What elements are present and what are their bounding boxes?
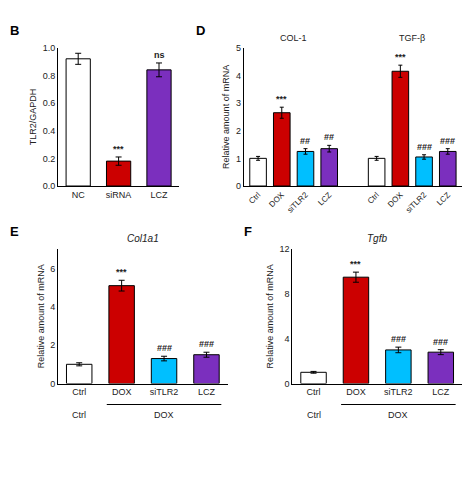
svg-text:siTLR2: siTLR2: [285, 190, 310, 215]
svg-text:4: 4: [285, 334, 290, 344]
svg-text:0.6: 0.6: [43, 98, 56, 108]
svg-text:TLR2/GAPDH: TLR2/GAPDH: [28, 89, 38, 146]
svg-text:LCZ: LCZ: [150, 190, 168, 200]
svg-text:***: ***: [113, 144, 124, 154]
svg-text:***: ***: [395, 52, 406, 62]
svg-text:0.4: 0.4: [43, 126, 56, 136]
svg-text:Tgfb: Tgfb: [367, 233, 387, 244]
svg-text:###: ###: [433, 337, 448, 347]
svg-text:LCZ: LCZ: [316, 190, 333, 207]
svg-text:Relative amount of mRNA: Relative amount of mRNA: [36, 264, 46, 368]
svg-text:4: 4: [236, 71, 241, 81]
svg-text:***: ***: [350, 259, 361, 269]
svg-text:DOX: DOX: [267, 190, 286, 209]
svg-text:Relative amount of mRNA: Relative amount of mRNA: [265, 264, 275, 368]
svg-text:###: ###: [417, 142, 432, 152]
svg-text:LCZ: LCZ: [435, 190, 452, 207]
svg-text:0.0: 0.0: [43, 181, 56, 191]
svg-text:DOX: DOX: [388, 410, 408, 420]
svg-text:***: ***: [116, 267, 127, 277]
svg-text:DOX: DOX: [112, 387, 132, 397]
svg-text:Ctrl: Ctrl: [247, 190, 262, 205]
svg-text:siTLR2: siTLR2: [150, 387, 179, 397]
svg-text:3: 3: [236, 98, 241, 108]
svg-text:Col1a1: Col1a1: [127, 233, 159, 244]
svg-text:8: 8: [285, 289, 290, 299]
svg-text:2: 2: [50, 340, 55, 350]
svg-text:siRNA: siRNA: [106, 190, 132, 200]
svg-text:0: 0: [285, 379, 290, 389]
svg-text:2: 2: [236, 126, 241, 136]
svg-text:###: ###: [391, 334, 406, 344]
svg-text:TGF-β: TGF-β: [399, 33, 425, 43]
svg-text:***: ***: [276, 94, 287, 104]
svg-text:Ctrl: Ctrl: [72, 410, 86, 420]
svg-text:Ctrl: Ctrl: [307, 387, 321, 397]
svg-text:4: 4: [50, 302, 55, 312]
svg-text:##: ##: [324, 132, 334, 142]
svg-text:F: F: [244, 224, 252, 239]
svg-text:###: ###: [157, 343, 172, 353]
svg-text:0: 0: [236, 181, 241, 191]
svg-text:##: ##: [300, 136, 310, 146]
svg-text:0.8: 0.8: [43, 71, 56, 81]
svg-text:5: 5: [236, 43, 241, 53]
svg-text:Ctrl: Ctrl: [307, 410, 321, 420]
svg-text:6: 6: [50, 264, 55, 274]
svg-text:Relative amount of mRNA: Relative amount of mRNA: [221, 65, 231, 169]
svg-text:###: ###: [440, 136, 455, 146]
svg-text:Ctrl: Ctrl: [366, 190, 381, 205]
svg-text:Ctrl: Ctrl: [72, 387, 86, 397]
svg-text:E: E: [10, 224, 19, 239]
svg-text:12: 12: [280, 244, 290, 254]
svg-text:0: 0: [50, 379, 55, 389]
svg-text:DOX: DOX: [386, 190, 405, 209]
svg-text:B: B: [10, 23, 19, 38]
svg-text:1.0: 1.0: [43, 43, 56, 53]
svg-text:###: ###: [199, 339, 214, 349]
svg-text:NC: NC: [72, 190, 85, 200]
svg-text:0.2: 0.2: [43, 154, 56, 164]
svg-text:LCZ: LCZ: [432, 387, 450, 397]
svg-text:D: D: [196, 23, 205, 38]
svg-text:siTLR2: siTLR2: [404, 190, 429, 215]
svg-text:DOX: DOX: [346, 387, 366, 397]
svg-text:siTLR2: siTLR2: [384, 387, 413, 397]
svg-text:DOX: DOX: [154, 410, 174, 420]
svg-text:ns: ns: [154, 50, 165, 60]
svg-text:COL-1: COL-1: [280, 33, 307, 43]
svg-text:1: 1: [236, 154, 241, 164]
svg-text:LCZ: LCZ: [198, 387, 216, 397]
